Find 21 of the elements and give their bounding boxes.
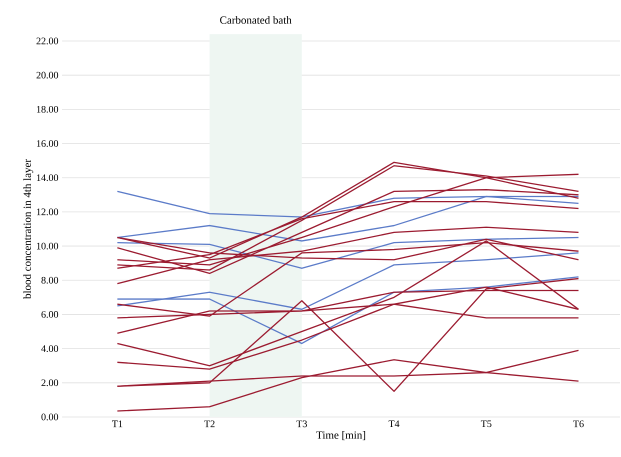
x-tick-label: T3 [296,420,307,428]
y-tick-label: 12.00 [36,208,58,216]
band-label: Carbonated bath [220,16,292,24]
x-axis-title: Time [min] [316,431,366,440]
x-tick-label: T2 [204,420,215,428]
y-axis-title: blood concentration in 4th layer [23,159,34,299]
x-tick-label: T1 [112,420,122,428]
y-tick-label: 8.00 [41,276,58,284]
y-tick-label: 14.00 [36,174,58,182]
x-tick-label: T6 [573,420,584,428]
y-tick-label: 10.00 [36,242,58,250]
x-tick-label: T5 [480,420,492,428]
y-tick-label: 20.00 [36,72,58,79]
y-tick-label: 16.00 [36,140,58,147]
y-tick-label: 4.00 [41,345,58,352]
y-tick-label: 6.00 [41,311,58,318]
y-tick-label: 0.00 [41,414,58,420]
y-tick-label: 18.00 [36,106,58,113]
x-tick-label: T4 [388,420,400,428]
y-tick-label: 2.00 [41,379,58,386]
y-tick-label: 22.00 [36,38,58,44]
